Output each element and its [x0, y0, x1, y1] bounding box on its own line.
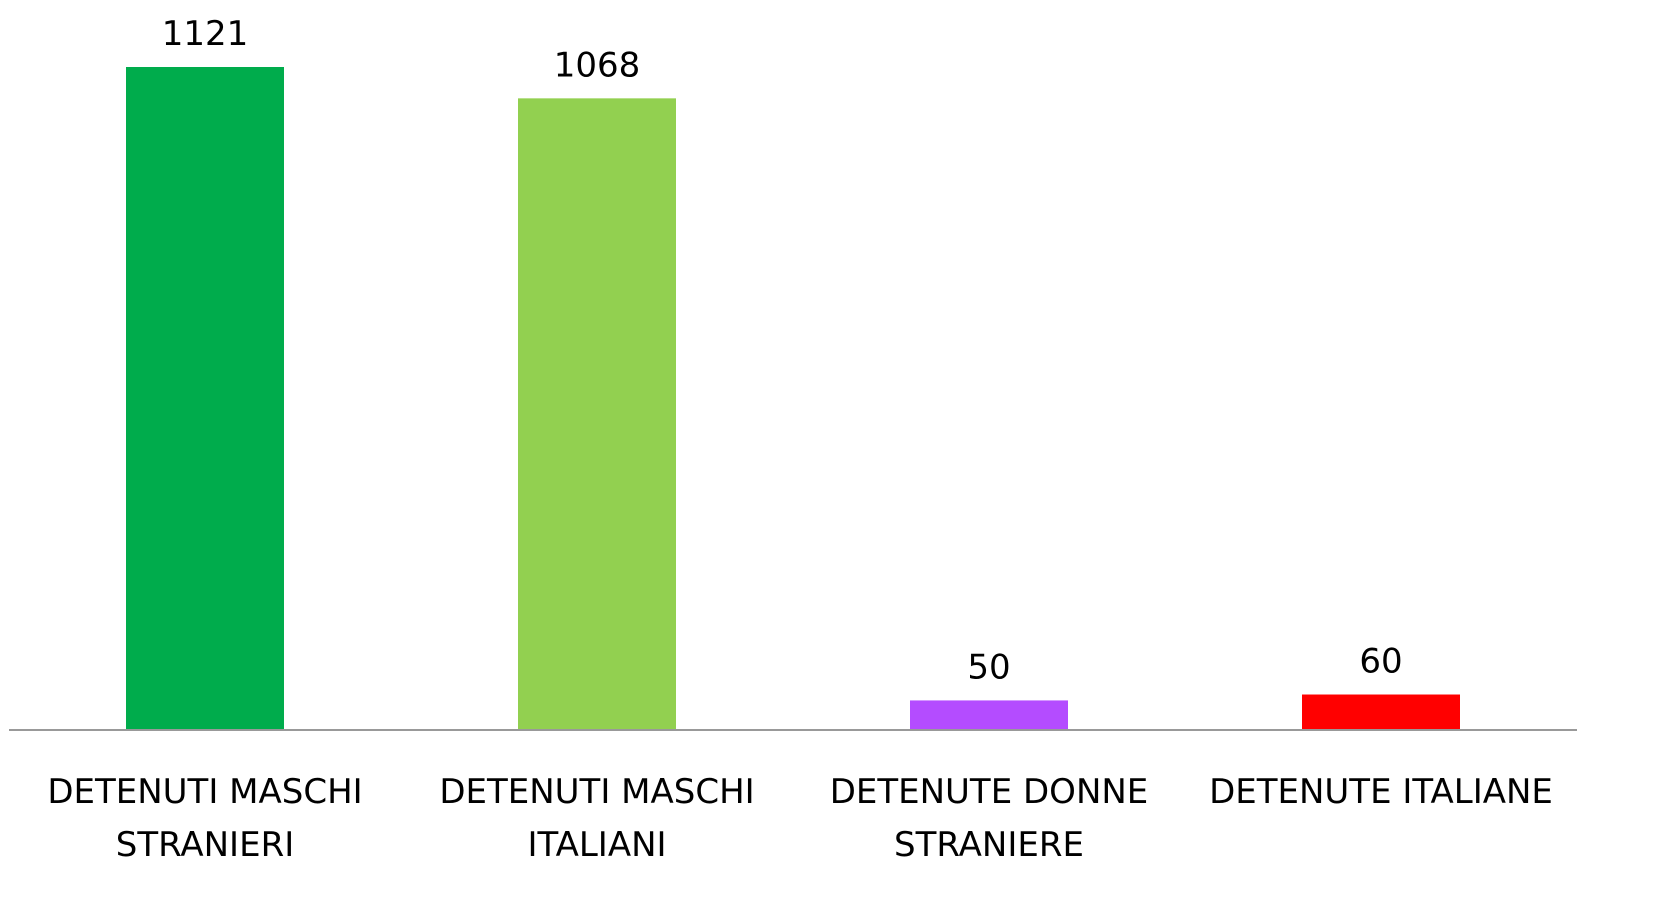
data-label: 60: [1359, 642, 1402, 682]
bar: [1302, 694, 1460, 730]
data-label: 1068: [554, 45, 641, 85]
bar: [126, 67, 284, 730]
bar: [910, 700, 1068, 730]
x-tick-label: DETENUTI MASCHI ITALIANI: [439, 772, 755, 865]
data-label: 50: [967, 647, 1010, 687]
x-tick-label: DETENUTE DONNE STRANIERE: [829, 772, 1149, 865]
x-tick-label: DETENUTI MASCHI STRANIERI: [47, 772, 363, 865]
bar: [518, 98, 676, 730]
x-tick-label: DETENUTE ITALIANE: [1209, 772, 1553, 812]
data-label: 1121: [162, 14, 249, 54]
